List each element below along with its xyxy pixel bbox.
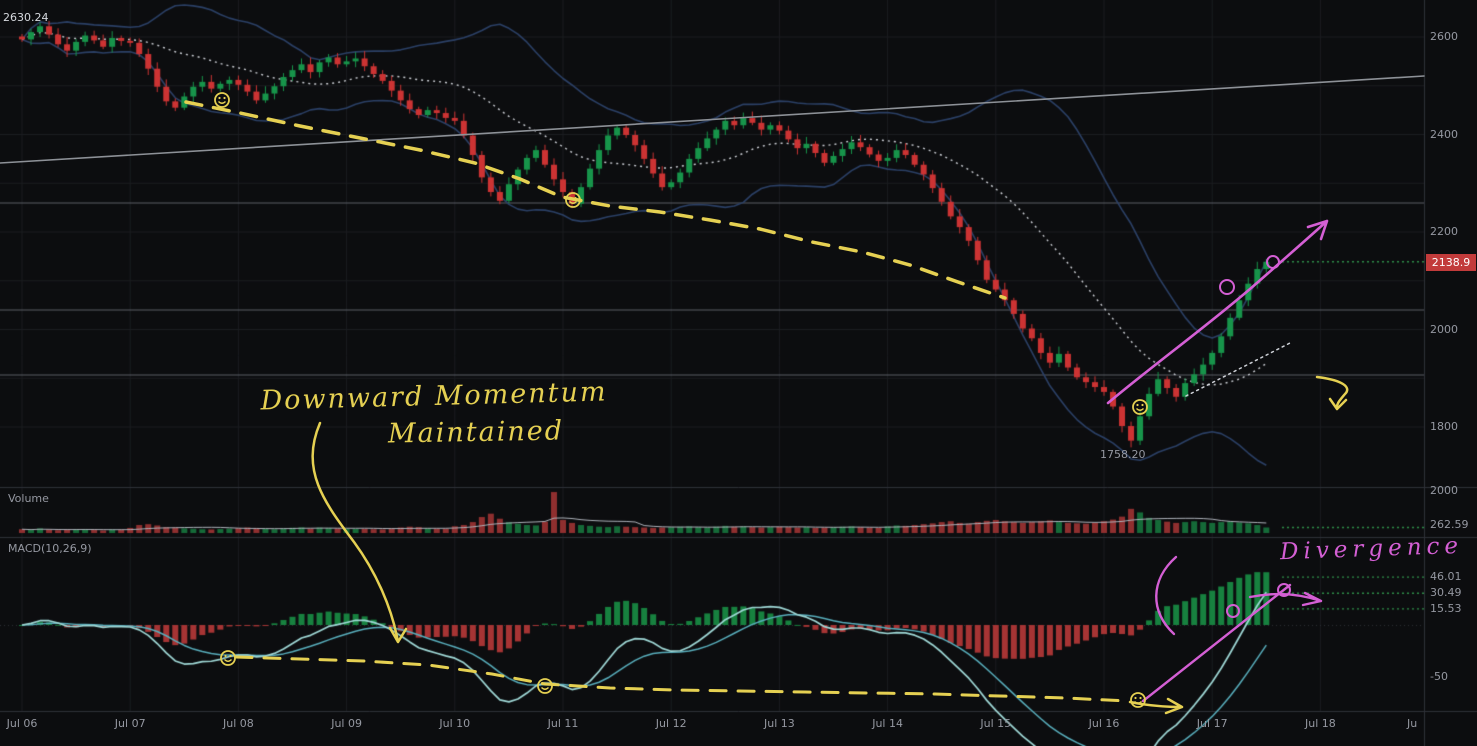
yellow-dashed-downtrend	[184, 100, 1007, 300]
magenta-circle-price-2	[1266, 255, 1280, 269]
macd-axis-low-label: -50	[1430, 670, 1448, 683]
smiley-eye	[541, 682, 544, 686]
first-bar-high-label: 2630.24	[3, 11, 49, 24]
magenta-macd-arrow	[1248, 591, 1323, 607]
magenta-paren	[1155, 555, 1178, 636]
smiley-marker	[537, 678, 553, 694]
smiley-marker	[1130, 692, 1146, 708]
yellow-dashed-macd-trend	[234, 655, 1130, 703]
smiley-eye	[229, 654, 232, 658]
yellow-long-arrow	[311, 421, 408, 644]
smiley-eye	[1139, 696, 1142, 700]
smiley-smile	[224, 659, 232, 662]
smiley-smile	[218, 101, 226, 104]
smiley-marker	[214, 92, 230, 108]
smiley-marker	[1132, 399, 1148, 415]
smiley-eye	[546, 682, 549, 686]
volume-current-label: 262.59	[1430, 518, 1469, 531]
magenta-circle-macd-1	[1226, 604, 1240, 618]
smiley-eye	[1141, 403, 1144, 407]
magenta-macd-divergence-line	[1141, 583, 1292, 703]
dotted-support-line	[1185, 341, 1293, 397]
smiley-eye	[1136, 403, 1139, 407]
yellow-macd-arrow	[1128, 697, 1184, 715]
smiley-smile	[1136, 408, 1144, 411]
smiley-smile	[569, 201, 577, 204]
smiley-eye	[1134, 696, 1137, 700]
smiley-eye	[574, 196, 577, 200]
macd-value-label-3: 15.53	[1430, 602, 1462, 615]
maintained-annotation: Maintained	[387, 415, 565, 450]
last-price-badge: 2138.9	[1426, 254, 1476, 271]
smiley-eye	[224, 654, 227, 658]
macd-value-label-2: 30.49	[1430, 586, 1462, 599]
resistance-trendline	[0, 75, 1425, 164]
yellow-small-arrow	[1315, 375, 1349, 411]
smiley-eye	[569, 196, 572, 200]
volume-scale-label: 2000	[1430, 484, 1458, 497]
macd-pane-title[interactable]: MACD(10,26,9)	[8, 542, 92, 555]
smiley-smile	[541, 687, 549, 690]
smiley-marker	[220, 650, 236, 666]
low-price-label: 1758.20	[1100, 448, 1146, 461]
macd-value-label-1: 46.01	[1430, 570, 1462, 583]
smiley-marker	[565, 192, 581, 208]
magenta-price-arrow	[1106, 219, 1329, 405]
magenta-circle-macd-2	[1277, 583, 1291, 597]
volume-pane-title[interactable]: Volume	[8, 492, 49, 505]
smiley-smile	[1134, 701, 1142, 704]
magenta-circle-price-1	[1219, 279, 1235, 295]
smiley-eye	[218, 96, 221, 100]
smiley-eye	[223, 96, 226, 100]
